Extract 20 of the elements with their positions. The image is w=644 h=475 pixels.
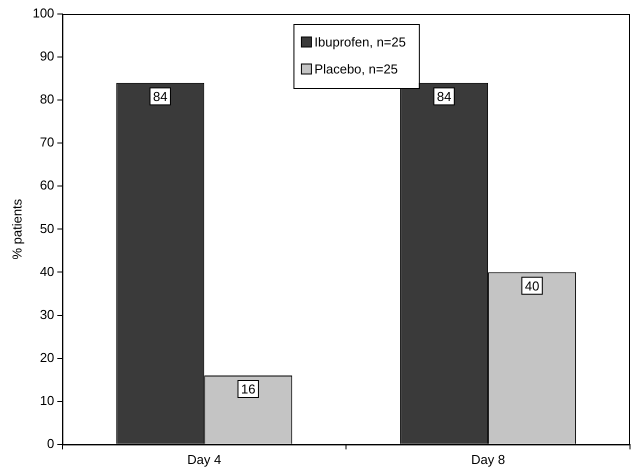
y-tick-label: 30 [40, 306, 54, 322]
y-tick-label: 40 [40, 264, 54, 279]
data-label: 84 [152, 88, 168, 104]
data-label: 84 [436, 88, 452, 104]
y-tick-label: 0 [47, 436, 54, 451]
y-axis-title: % patients [9, 198, 24, 260]
y-tick-label: 80 [40, 92, 54, 107]
legend-label: Ibuprofen, n=25 [314, 34, 406, 50]
y-tick-label: 50 [40, 220, 54, 236]
y-tick-label: 10 [40, 392, 54, 408]
y-tick-label: 60 [40, 178, 54, 193]
x-tick-label: Day 4 [187, 452, 222, 467]
y-tick-label: 100 [32, 6, 54, 21]
y-tick-label: 70 [40, 134, 54, 150]
data-label: 16 [240, 382, 256, 397]
y-tick-label: 90 [40, 48, 54, 64]
data-label: 40 [524, 278, 540, 294]
legend-label: Placebo, n=25 [314, 62, 398, 77]
y-tick-label: 20 [40, 350, 54, 365]
x-tick-label: Day 8 [471, 452, 506, 467]
